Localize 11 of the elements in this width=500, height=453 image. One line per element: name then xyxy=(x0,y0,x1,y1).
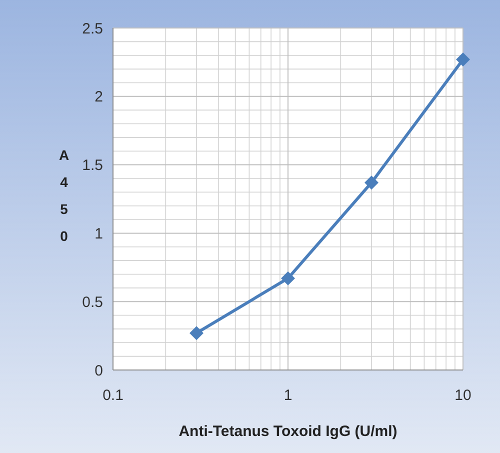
x-tick-label: 10 xyxy=(454,387,472,404)
y-axis-title: A450 xyxy=(58,147,70,244)
y-tick-label: 0 xyxy=(94,362,103,380)
y-tick-label: 1 xyxy=(94,225,103,242)
x-tick-label: 1 xyxy=(284,387,292,404)
y-tick-label: 0.5 xyxy=(82,294,103,311)
x-tick-label: 0.1 xyxy=(102,387,124,404)
y-tick-label: 2 xyxy=(94,88,103,106)
y-tick-label: 2.5 xyxy=(82,20,103,38)
x-axis-title: Anti-Tetanus Toxoid IgG (U/ml) xyxy=(178,423,398,440)
y-tick-label: 1.5 xyxy=(82,157,103,174)
